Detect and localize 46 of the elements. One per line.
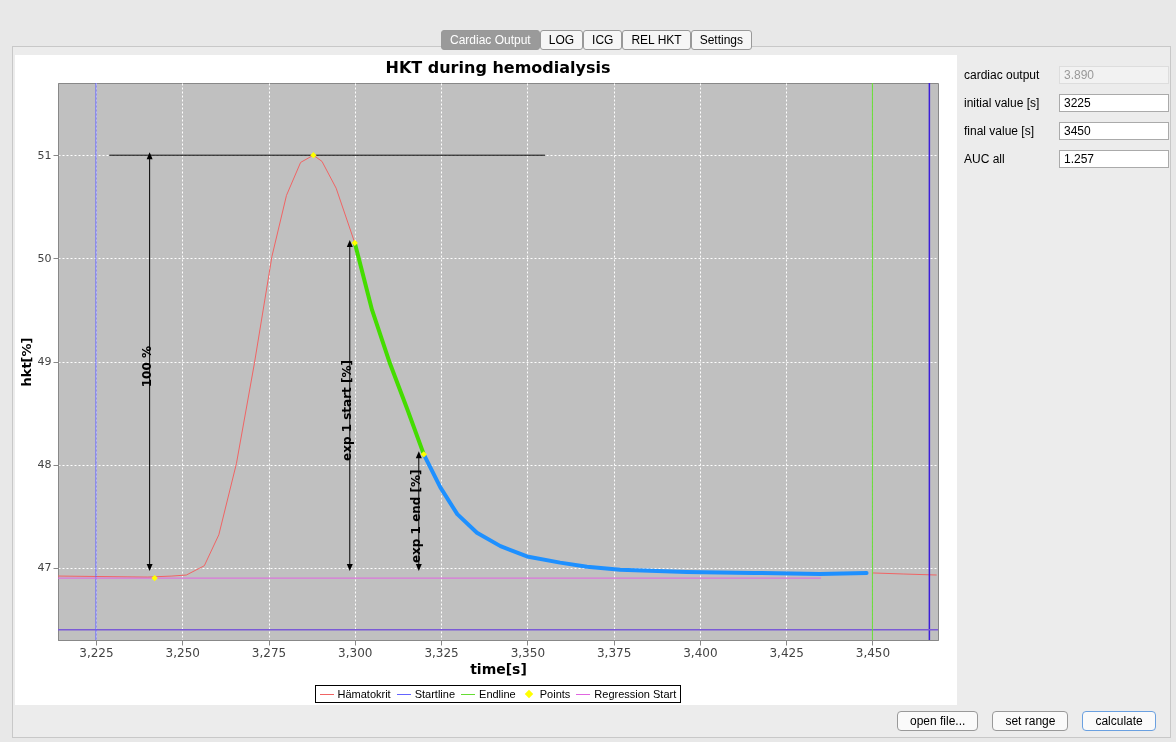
x-tick-label: 3,250	[165, 645, 200, 660]
legend-label: Endline	[479, 688, 516, 700]
text: Settings	[690, 30, 752, 50]
text: 3225	[1059, 94, 1169, 112]
y-tick-label: 49	[37, 355, 52, 368]
x-tick-label: 3,375	[596, 645, 632, 660]
x-tick-label: 3,225	[79, 645, 114, 660]
legend-label: Hämatokrit	[337, 688, 391, 700]
text: set range	[992, 711, 1069, 731]
y-tick-label: 47	[37, 561, 52, 575]
y-axis-title: hkt[%]	[18, 337, 34, 387]
text: 3.890	[1059, 66, 1169, 84]
chart-title: HKT during hemodialysis	[385, 58, 611, 78]
text: AUC all	[964, 152, 1006, 166]
x-axis-title: time[s]	[470, 660, 527, 677]
x-tick-label: 3,275	[251, 645, 287, 660]
text: final value [s]	[964, 124, 1036, 138]
annotation: exp 1 end [%]	[408, 469, 423, 564]
y-tick-label: 48	[37, 458, 52, 472]
text: initial value [s]	[964, 96, 1041, 110]
point	[310, 152, 317, 159]
text: REL HKT	[622, 30, 691, 50]
text: open file...	[897, 711, 979, 731]
annotation: exp 1 start [%]	[339, 360, 354, 461]
text: ICG	[583, 30, 623, 50]
y-tick-label: 50	[37, 251, 52, 265]
text: 3450	[1059, 122, 1169, 140]
text: calculate	[1082, 711, 1156, 731]
x-tick-label: 3,400	[683, 645, 718, 660]
x-tick-label: 3,425	[769, 645, 804, 660]
legend-label: Regression Start	[594, 688, 677, 700]
annotation: 100 %	[139, 346, 154, 388]
text: cardiac output	[964, 68, 1041, 82]
point	[420, 451, 427, 458]
x-tick-label: 3,450	[855, 645, 891, 660]
legend-label: Startline	[414, 688, 456, 700]
x-tick-label: 3,350	[510, 645, 546, 660]
text: 1.257	[1059, 150, 1169, 168]
text: LOG	[539, 30, 584, 50]
text: Cardiac Output	[441, 30, 540, 50]
legend-label: Points	[539, 688, 571, 700]
x-tick-label: 3,300	[338, 645, 373, 660]
y-tick-label: 51	[37, 148, 52, 162]
x-tick-label: 3,325	[424, 645, 459, 660]
point	[351, 239, 358, 247]
point	[151, 574, 158, 582]
